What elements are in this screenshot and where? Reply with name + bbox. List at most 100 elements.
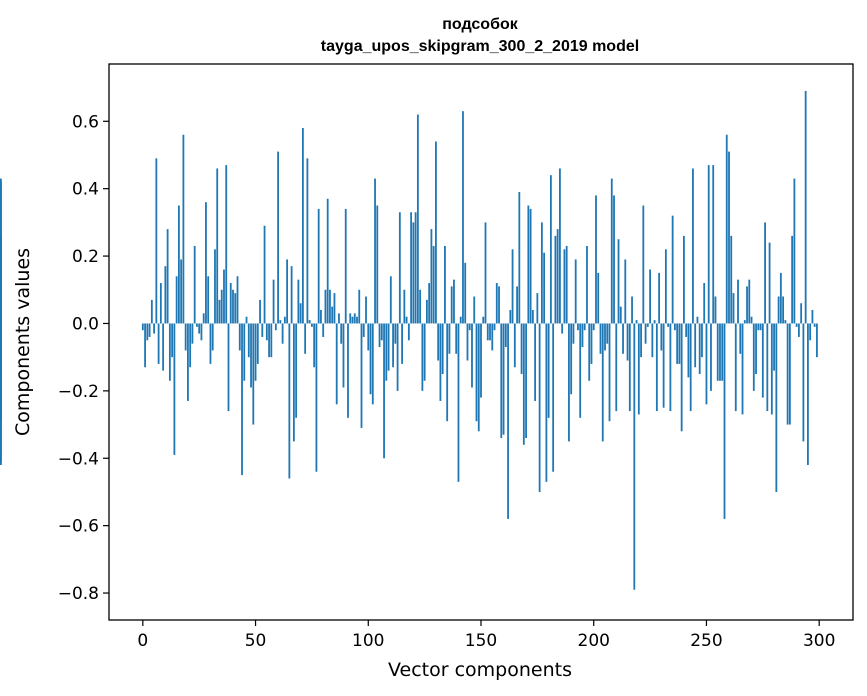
bar xyxy=(376,205,379,324)
bar xyxy=(371,323,374,405)
bar xyxy=(394,323,397,344)
bar xyxy=(292,323,295,442)
bar xyxy=(664,249,667,324)
bar xyxy=(290,266,293,324)
bar xyxy=(428,283,431,324)
bar xyxy=(211,323,214,351)
bar xyxy=(538,323,541,492)
bar xyxy=(800,303,803,324)
bar xyxy=(516,286,518,324)
bar xyxy=(660,323,663,351)
bar xyxy=(227,323,230,412)
bar xyxy=(617,239,620,324)
bar xyxy=(405,316,408,324)
bar xyxy=(761,323,764,398)
bar xyxy=(581,323,584,348)
bar xyxy=(549,175,552,324)
y-tick-label: −0.6 xyxy=(58,517,99,537)
ticks-group: 0 50 100 150 200 250 300 −0.8 −0.6 −0.4 −0.2 0.0 0.2… xyxy=(58,112,836,651)
bar xyxy=(311,323,313,327)
bar xyxy=(270,323,273,358)
bar xyxy=(698,323,701,375)
bar xyxy=(601,323,604,442)
bar xyxy=(655,323,658,412)
bar xyxy=(759,323,762,331)
bar xyxy=(407,323,410,341)
bar xyxy=(148,323,151,337)
bar xyxy=(764,222,766,324)
bar xyxy=(229,283,232,324)
bar xyxy=(189,323,192,368)
bar xyxy=(807,323,809,465)
bar xyxy=(579,323,582,418)
x-tick-label: 100 xyxy=(352,631,384,651)
bar xyxy=(552,323,555,472)
bar xyxy=(707,165,710,324)
bar xyxy=(640,323,642,358)
y-tick-label: 0.0 xyxy=(72,314,99,334)
bar xyxy=(692,168,694,324)
bar xyxy=(518,192,521,324)
bar xyxy=(141,323,144,331)
bar xyxy=(223,269,225,324)
bar xyxy=(216,168,219,324)
bar xyxy=(435,141,437,324)
bar xyxy=(773,323,775,371)
bar xyxy=(159,283,162,324)
bar xyxy=(0,242,2,324)
bar xyxy=(667,323,670,327)
bar xyxy=(662,323,665,408)
plot-frame xyxy=(108,63,854,621)
bar xyxy=(387,323,390,371)
bar xyxy=(421,323,424,391)
bar xyxy=(804,90,807,324)
bar xyxy=(191,323,194,344)
bar xyxy=(401,323,403,364)
bar xyxy=(813,323,816,327)
bar xyxy=(511,249,514,324)
bar xyxy=(793,178,796,324)
bar xyxy=(218,299,221,324)
bar xyxy=(254,323,257,381)
bar xyxy=(604,323,606,351)
bar xyxy=(173,323,176,455)
bar xyxy=(732,293,735,324)
bar xyxy=(504,323,507,348)
bar xyxy=(752,323,755,391)
y-tick-label: −0.2 xyxy=(58,382,99,402)
bar xyxy=(721,323,724,381)
bar xyxy=(155,158,158,324)
bar xyxy=(755,323,757,375)
bar xyxy=(272,279,275,324)
bar xyxy=(687,323,690,378)
bar xyxy=(642,205,645,324)
bars-group xyxy=(0,90,818,590)
bar xyxy=(610,178,613,324)
bar xyxy=(592,323,595,331)
bar xyxy=(559,168,561,324)
bar xyxy=(432,245,435,324)
bar xyxy=(306,158,309,324)
bar xyxy=(795,323,798,327)
bar xyxy=(369,323,372,395)
bar xyxy=(288,323,291,479)
bar xyxy=(646,323,649,327)
bar xyxy=(746,286,748,324)
bar xyxy=(324,289,327,324)
bar xyxy=(525,323,527,439)
bar xyxy=(644,323,647,344)
bar xyxy=(574,259,577,324)
bar xyxy=(577,323,579,331)
bar xyxy=(568,323,570,442)
bar xyxy=(554,235,557,324)
bar xyxy=(162,323,165,371)
bar xyxy=(166,229,169,324)
bar xyxy=(329,289,331,324)
bar xyxy=(777,296,780,324)
bar xyxy=(295,323,298,418)
bar xyxy=(540,222,543,324)
bar xyxy=(779,272,782,324)
bar xyxy=(527,205,530,324)
bar xyxy=(238,323,241,351)
bar xyxy=(187,323,189,401)
